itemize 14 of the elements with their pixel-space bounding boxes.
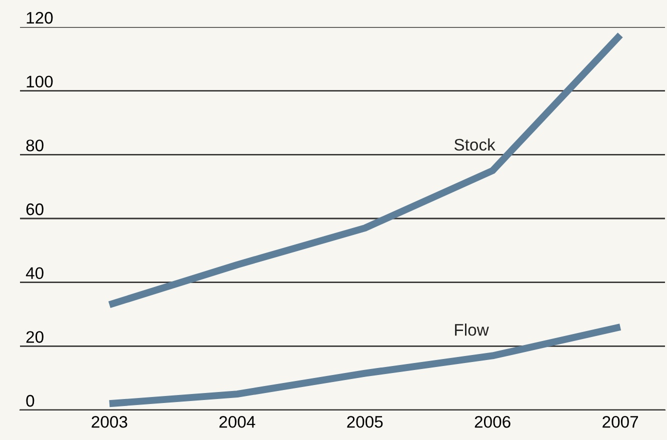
x-tick-label: 2006 <box>474 416 510 428</box>
y-tick-label: 120 <box>26 12 53 24</box>
y-tick-label: 100 <box>26 76 53 88</box>
x-tick-label: 2003 <box>92 416 128 428</box>
series-label: Flow <box>455 324 489 336</box>
x-tick-label: 2007 <box>602 416 638 428</box>
y-tick-label: 80 <box>26 140 44 152</box>
y-tick-label: 40 <box>26 267 44 280</box>
y-tick-label: 0 <box>26 394 34 407</box>
x-tick-label: 2005 <box>347 416 383 428</box>
y-tick-label: 20 <box>26 331 44 343</box>
series-label: Stock <box>454 138 496 151</box>
y-tick-label: 60 <box>26 203 44 216</box>
x-tick-label: 2004 <box>219 416 256 428</box>
